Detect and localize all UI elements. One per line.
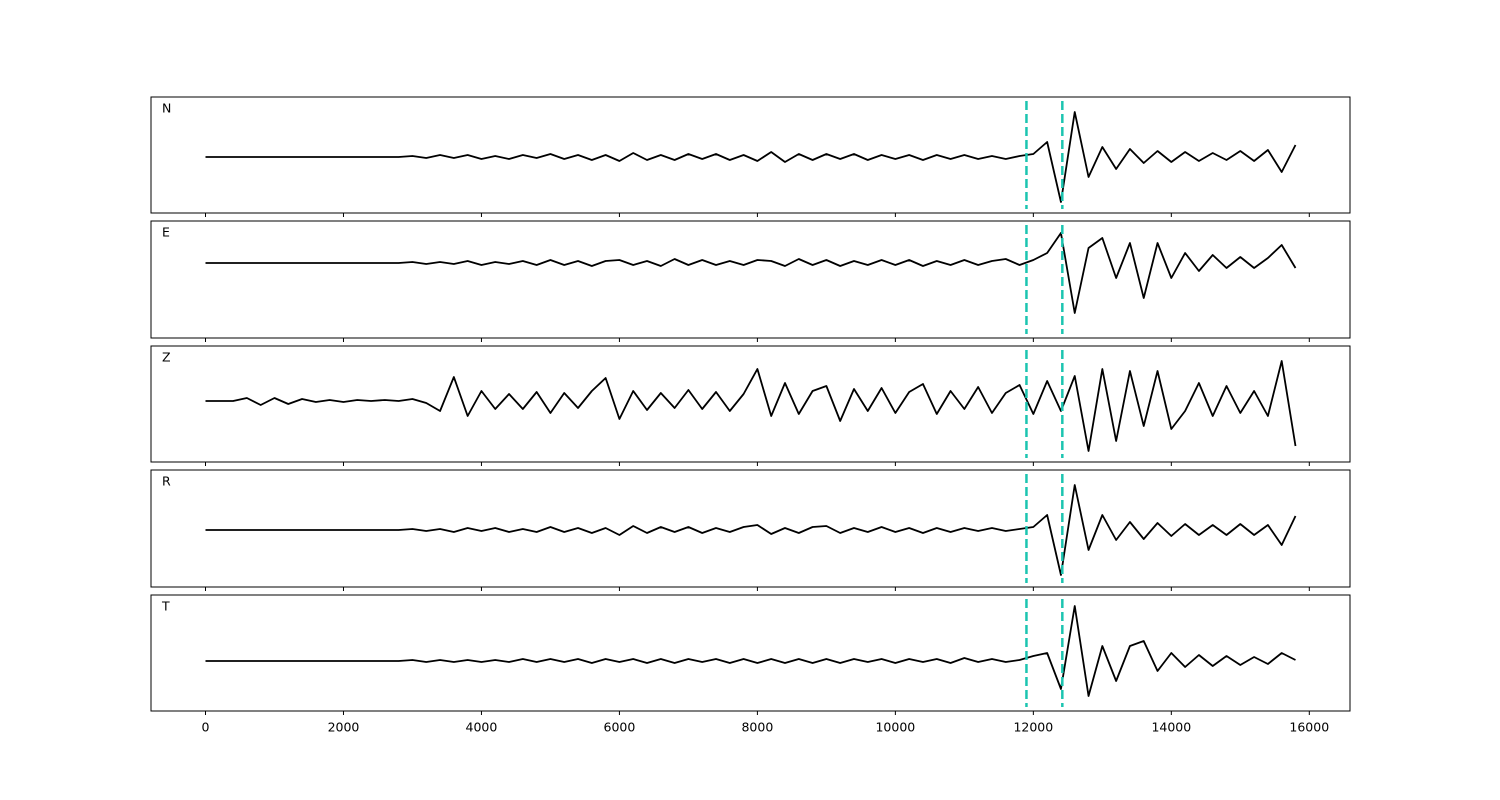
panel-frame bbox=[150, 345, 1351, 463]
x-tick-label: 16000 bbox=[1289, 720, 1329, 735]
x-tick-label: 6000 bbox=[604, 720, 636, 735]
x-tick-label: 10000 bbox=[875, 720, 915, 735]
panel-frame bbox=[150, 96, 1351, 214]
x-tick-label: 14000 bbox=[1151, 720, 1191, 735]
trace bbox=[205, 360, 1297, 452]
panel-frame bbox=[150, 220, 1351, 339]
panel-frame bbox=[150, 594, 1351, 712]
trace bbox=[205, 232, 1297, 314]
trace bbox=[205, 484, 1297, 576]
trace bbox=[205, 111, 1297, 203]
x-tick-label: 2000 bbox=[328, 720, 360, 735]
trace bbox=[205, 605, 1296, 697]
panel-label: N bbox=[162, 101, 171, 116]
panel-label: Z bbox=[162, 350, 171, 365]
x-tick-label: 12000 bbox=[1013, 720, 1053, 735]
panel-label: R bbox=[162, 474, 171, 489]
x-tick-label: 4000 bbox=[466, 720, 498, 735]
x-tick-label: 8000 bbox=[741, 720, 773, 735]
x-tick-label: 0 bbox=[202, 720, 210, 735]
panel-label: T bbox=[161, 599, 170, 614]
panel-frame bbox=[150, 469, 1351, 588]
panel-label: E bbox=[162, 225, 170, 240]
